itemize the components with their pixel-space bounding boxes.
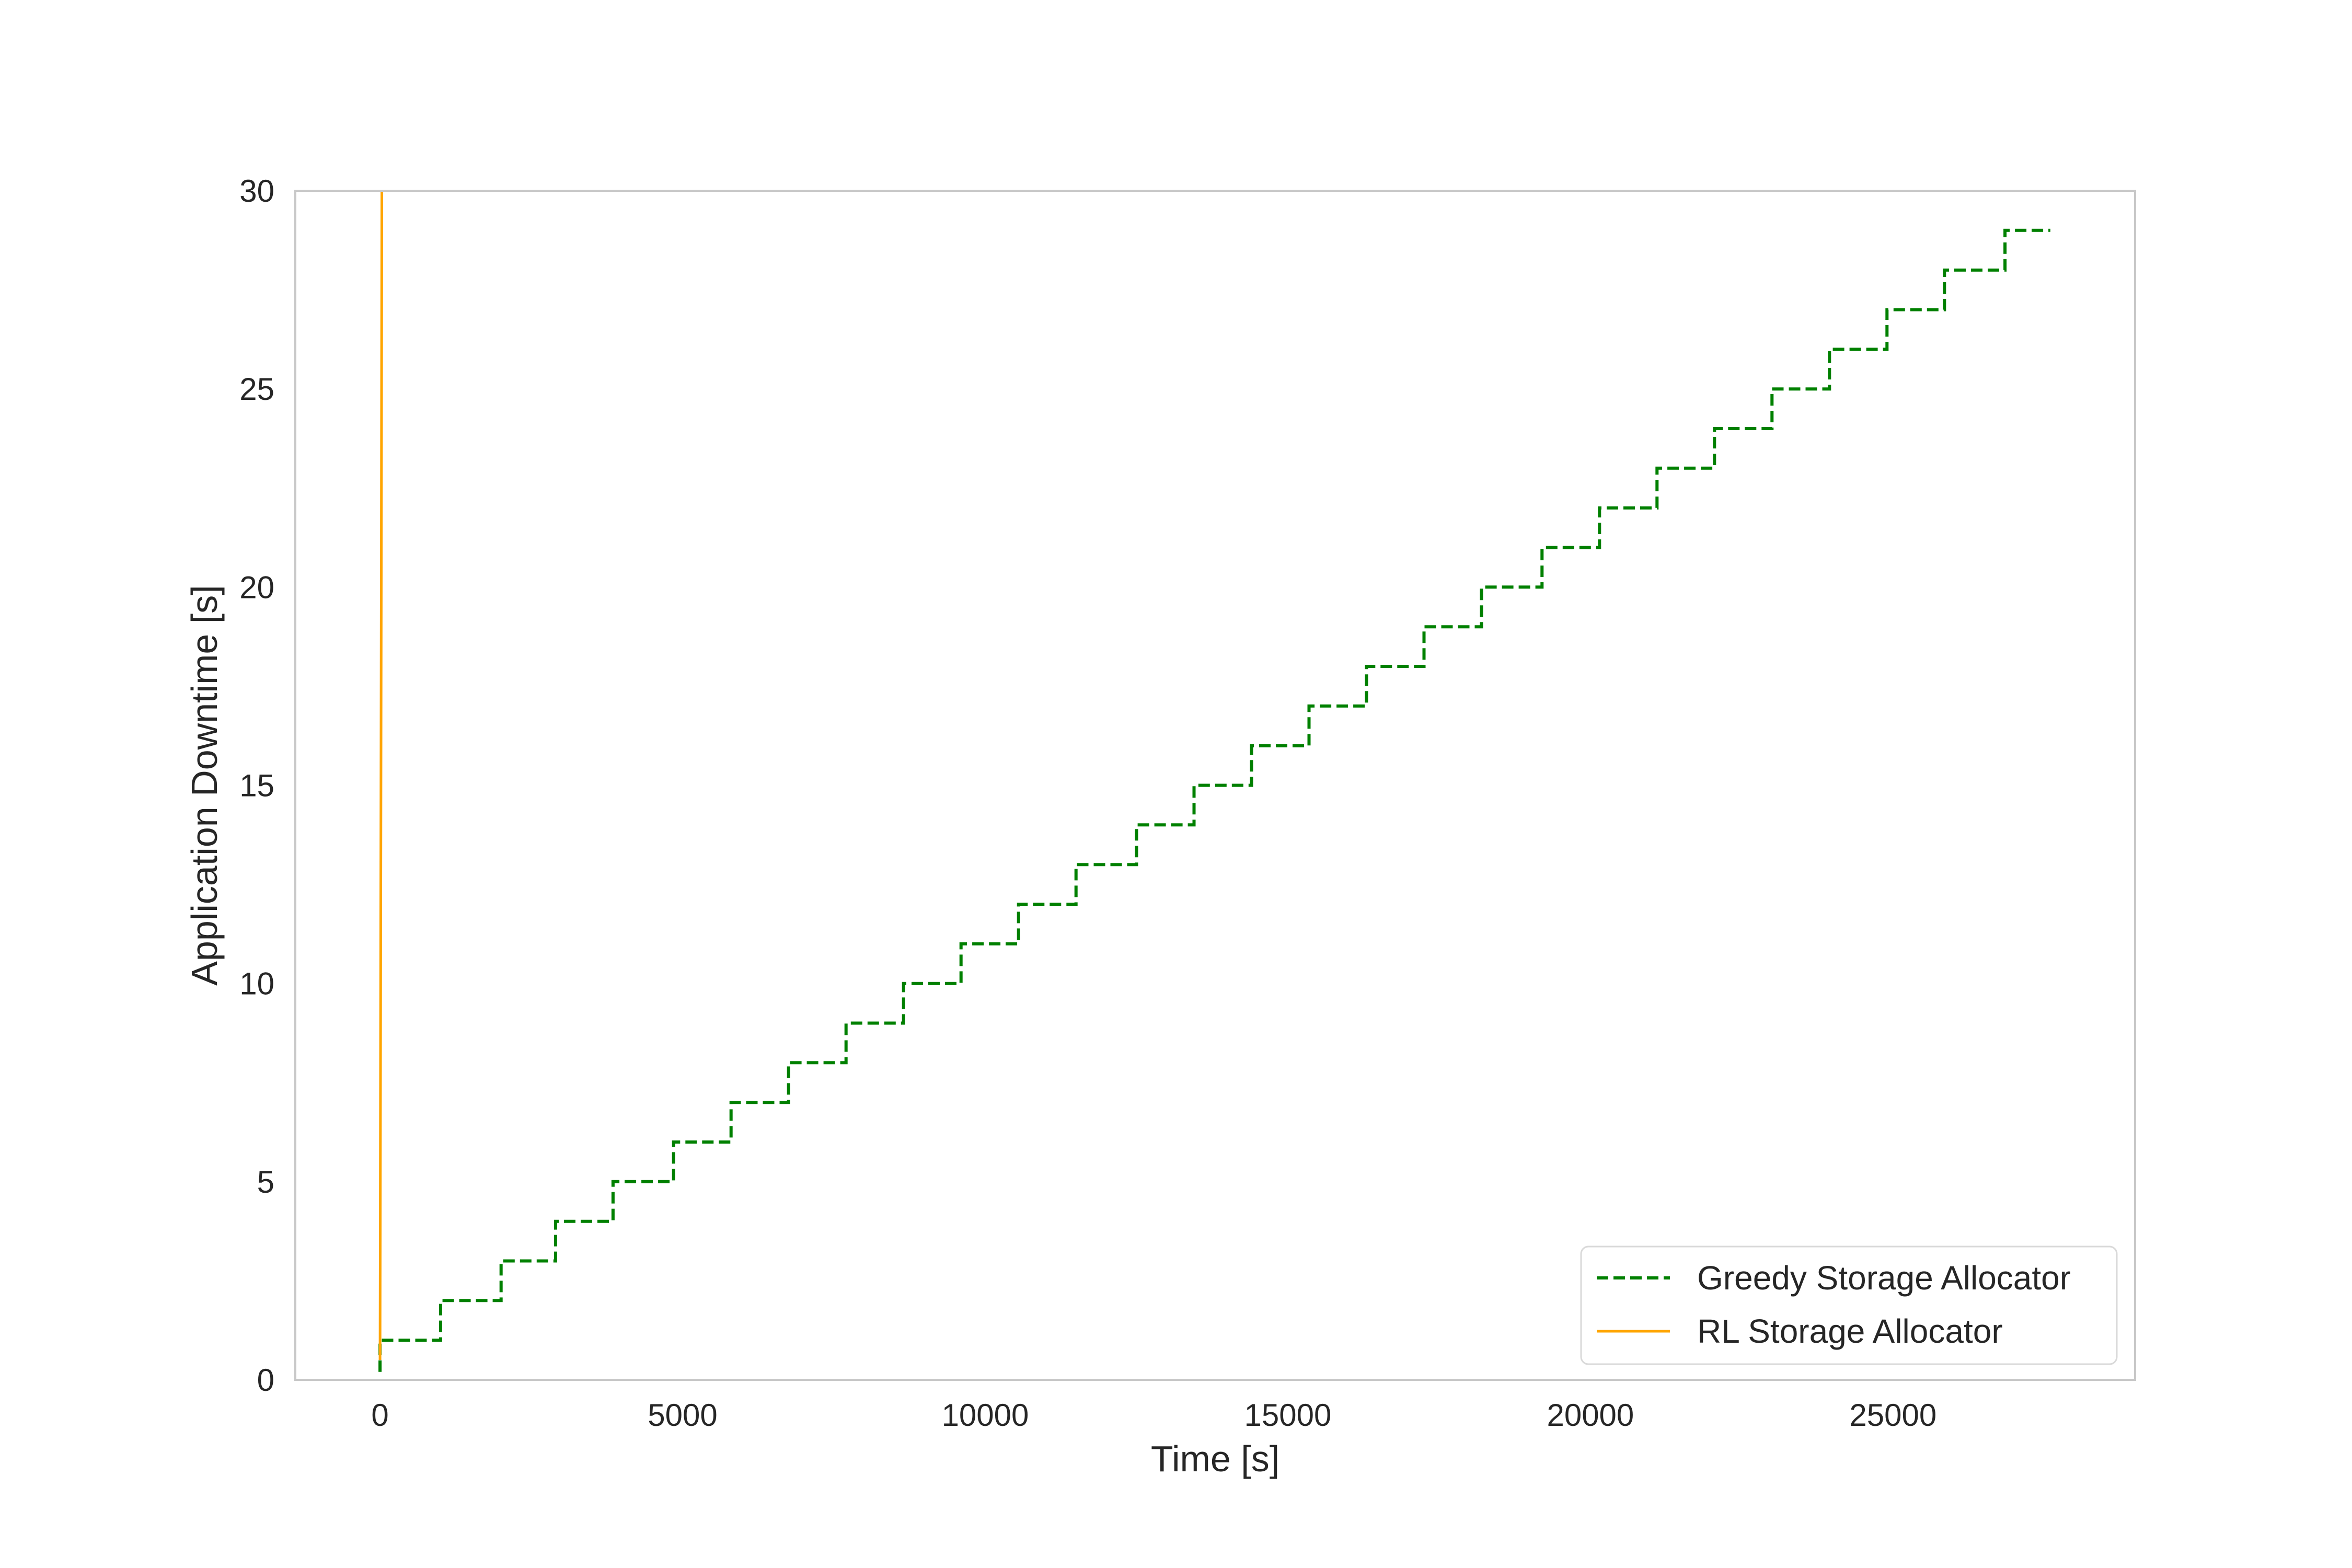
y-tick-label: 15 (239, 768, 274, 803)
y-tick-label: 25 (239, 372, 274, 407)
x-tick-label: 15000 (1244, 1398, 1332, 1433)
ticks-layer: 0 5000 10000 15000 20000 25000 0 5 10 15 20 25 30 (239, 174, 1936, 1433)
x-tick-label: 10000 (942, 1398, 1029, 1433)
y-tick-label: 5 (257, 1165, 274, 1200)
y-tick-label: 30 (239, 174, 274, 209)
greedy-series-line (378, 228, 2050, 1372)
legend: Greedy Storage Allocator RL Storage Alloc… (1580, 1246, 2118, 1365)
x-tick-label: 25000 (1849, 1398, 1936, 1433)
y-tick-label: 20 (239, 570, 274, 605)
y-tick-label: 10 (239, 966, 274, 1001)
x-tick-label: 0 (371, 1398, 388, 1433)
x-tick-label: 20000 (1547, 1398, 1634, 1433)
legend-box (1580, 1246, 2118, 1365)
legend-greedy-label: Greedy Storage Allocator (1697, 1259, 2071, 1297)
x-tick-label: 5000 (648, 1398, 717, 1433)
axes-frame (294, 190, 2136, 1381)
legend-rl-label: RL Storage Allocator (1697, 1312, 2003, 1350)
y-axis-label: Application Downtime [s] (184, 585, 225, 985)
rl-series-line (378, 190, 384, 1361)
x-axis-label: Time [s] (1151, 1438, 1279, 1479)
y-tick-label: 0 (257, 1363, 274, 1398)
series-layer (378, 190, 2050, 1372)
